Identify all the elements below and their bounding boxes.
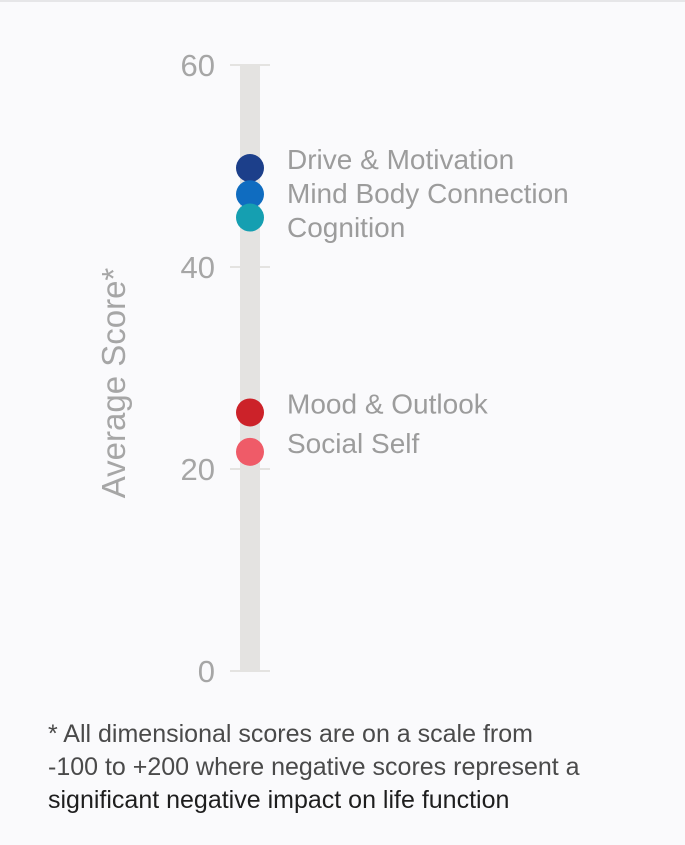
data-point bbox=[236, 398, 264, 427]
footnote-line-3: significant negative impact on life func… bbox=[48, 786, 510, 814]
y-tick-label: 0 bbox=[198, 654, 215, 689]
data-point bbox=[236, 203, 264, 232]
data-point bbox=[236, 180, 264, 209]
y-tick-label: 20 bbox=[181, 452, 215, 487]
y-axis-label: Average Score* bbox=[95, 268, 132, 499]
footnote-line-2: -100 to +200 where negative scores repre… bbox=[48, 753, 580, 781]
data-label: Drive & Motivation bbox=[287, 144, 514, 175]
data-label: Mind Body Connection bbox=[287, 178, 569, 209]
footnote: * All dimensional scores are on a scale … bbox=[48, 718, 668, 817]
data-label: Cognition bbox=[287, 212, 405, 243]
y-axis-ticks: 0 20 40 60 bbox=[181, 48, 270, 689]
footnote-line-1: * All dimensional scores are on a scale … bbox=[48, 720, 533, 748]
data-point bbox=[236, 154, 264, 183]
y-tick-label: 60 bbox=[181, 48, 215, 83]
data-label: Social Self bbox=[287, 428, 420, 459]
y-tick-label: 40 bbox=[181, 250, 215, 285]
data-points bbox=[236, 154, 264, 466]
data-label: Mood & Outlook bbox=[287, 388, 489, 419]
data-point bbox=[236, 437, 264, 466]
top-border bbox=[0, 0, 685, 2]
